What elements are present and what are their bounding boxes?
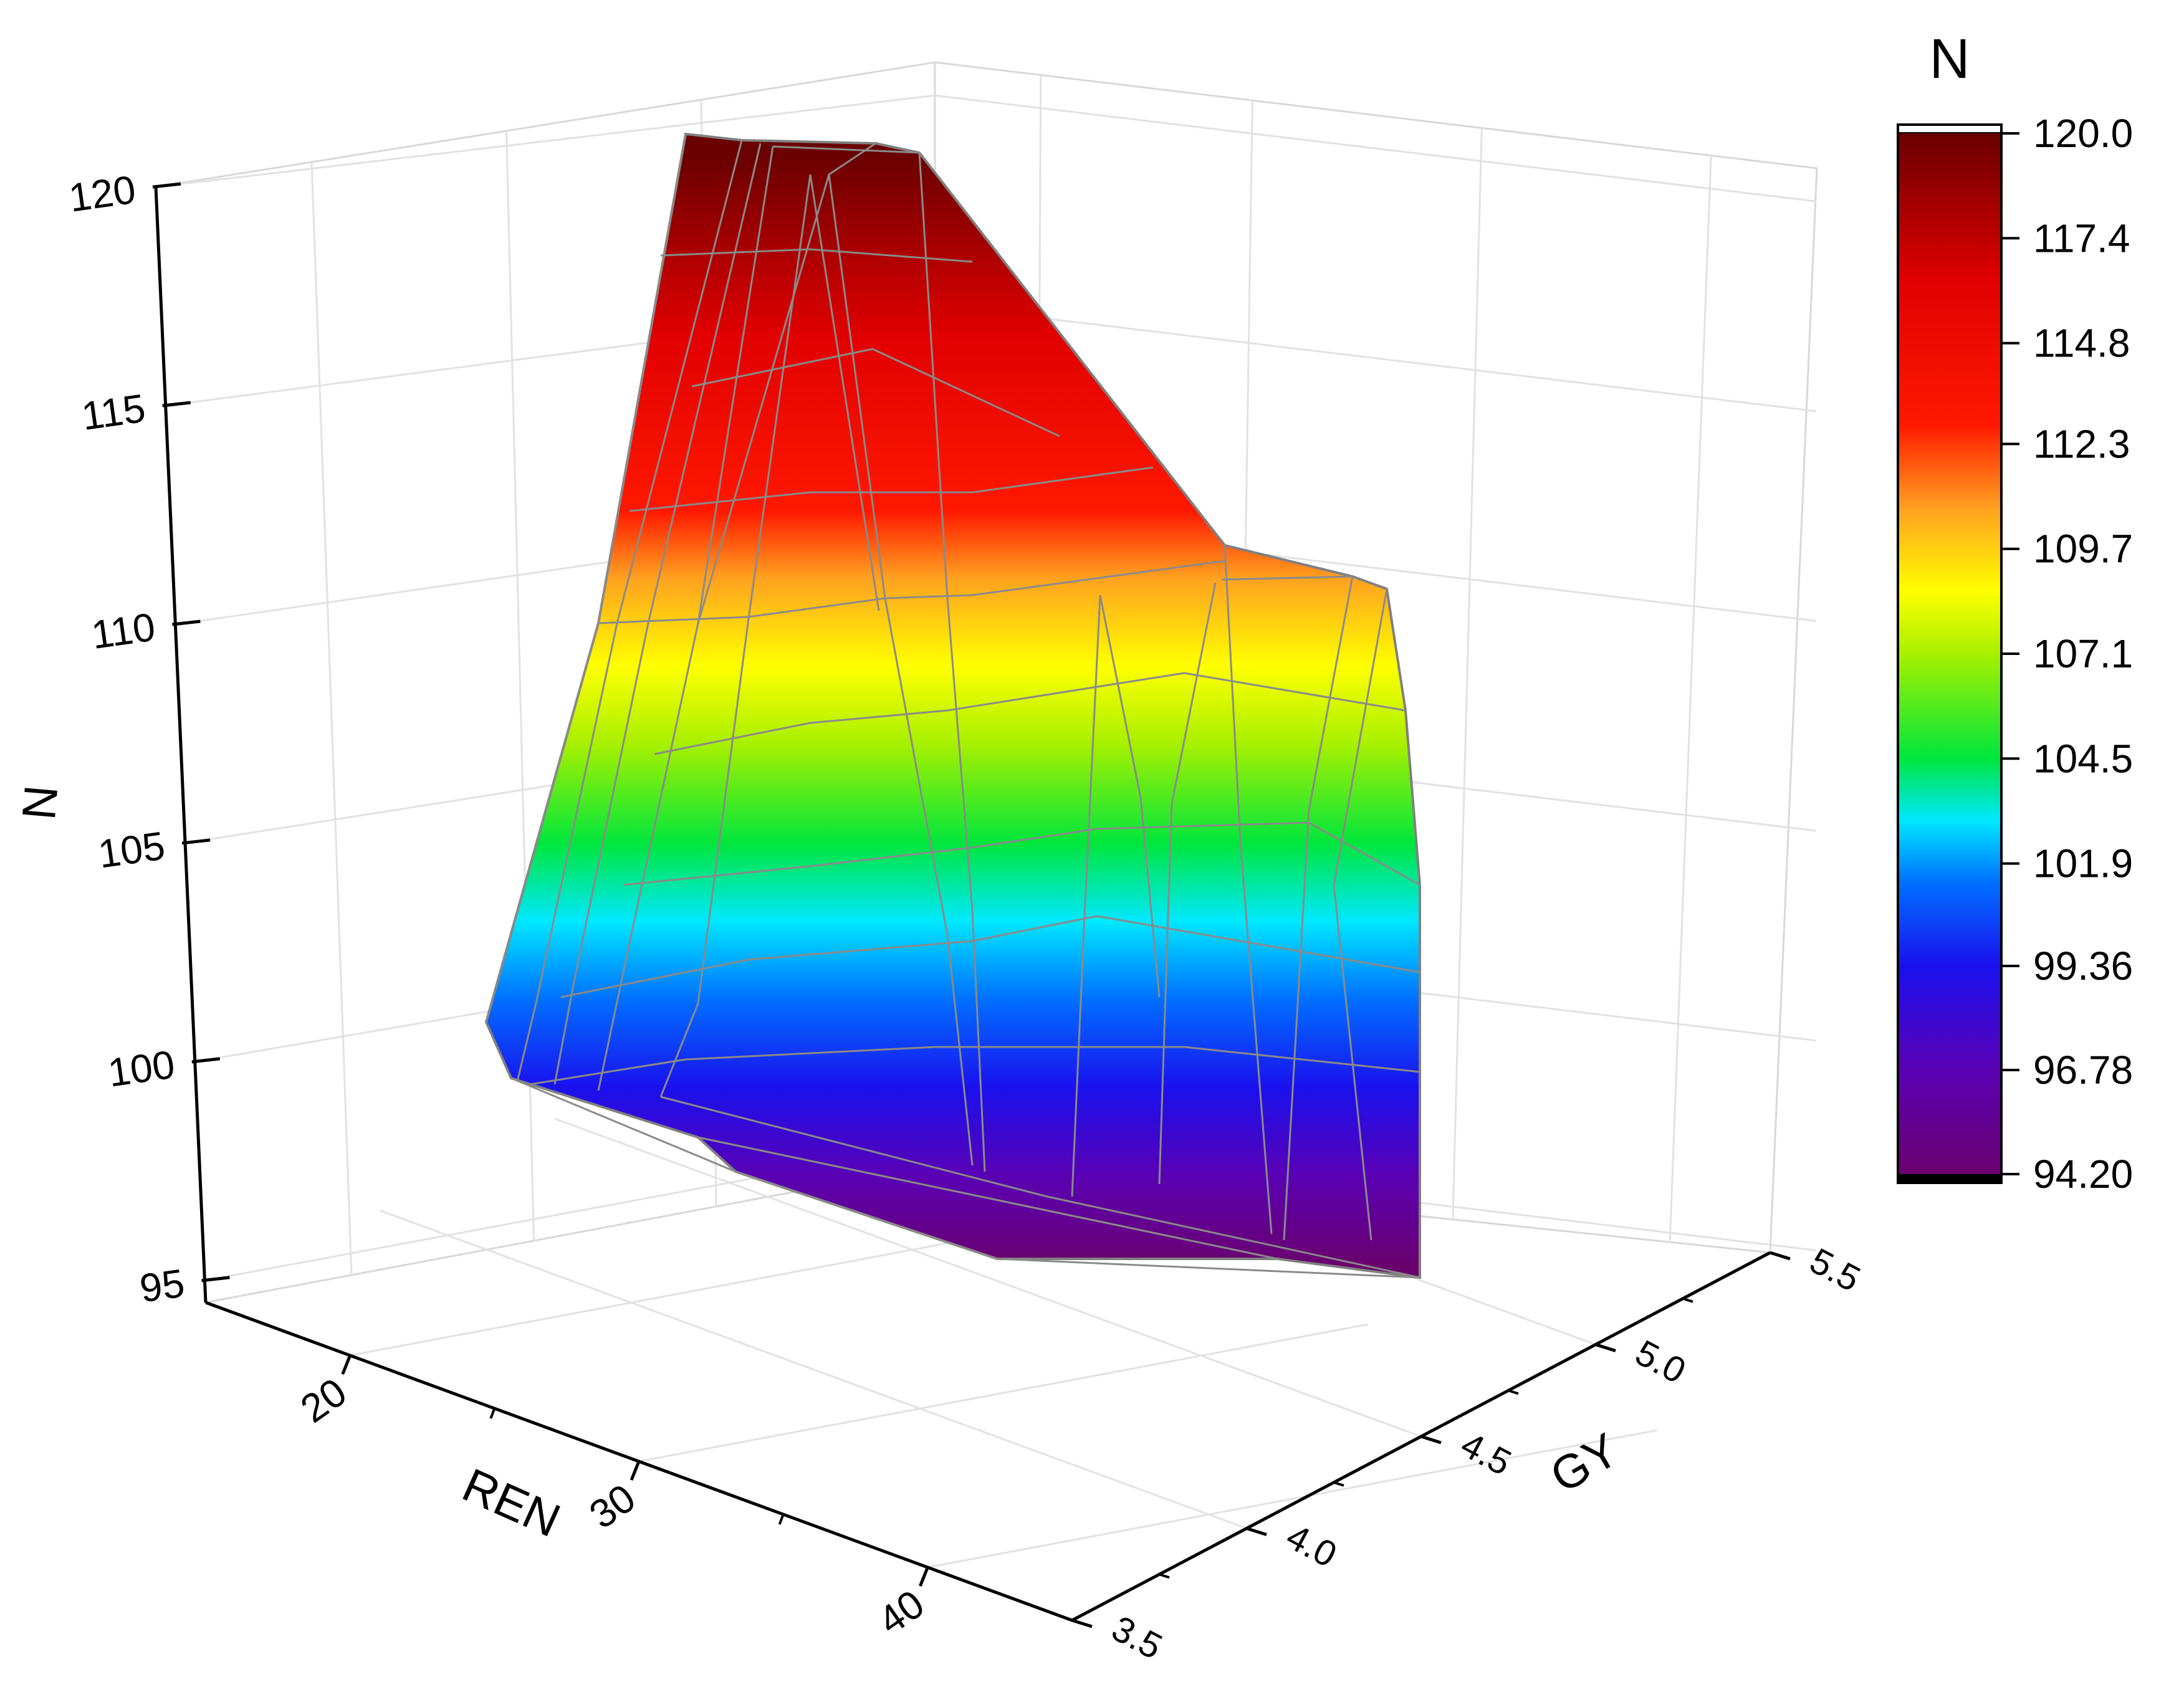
colorbar-bottom-cap xyxy=(1898,1174,2001,1183)
colorbar-tick-label: 117.4 xyxy=(2033,216,2130,260)
colorbar-tick-label: 114.8 xyxy=(2033,321,2130,366)
colorbar-tick-label: 101.9 xyxy=(2033,841,2133,886)
surface-fill xyxy=(484,132,1421,1279)
z-tick-mark xyxy=(162,401,191,408)
wall-gridline xyxy=(310,161,353,1276)
colorbar-tick-label: 120.0 xyxy=(2033,111,2133,156)
x-tick-label: 40 xyxy=(870,1581,932,1643)
z-tick-label: 95 xyxy=(137,1260,188,1311)
z-tick-label: 100 xyxy=(105,1041,178,1095)
y-tick-mark xyxy=(1420,1435,1442,1445)
y-minor-tick xyxy=(1682,1297,1693,1303)
y-tick-mark xyxy=(1246,1527,1267,1536)
colorbar-tick-label: 112.3 xyxy=(2033,421,2130,466)
z-tick-mark xyxy=(181,838,211,845)
y-tick-mark xyxy=(1595,1343,1616,1352)
z-axis-title: N xyxy=(12,783,68,822)
z-axis-ticks: 95 100 105 110 115 120 xyxy=(66,167,230,1311)
colorbar-gradient xyxy=(1898,133,2001,1174)
colorbar-tick-label: 99.36 xyxy=(2033,944,2133,988)
z-gridline xyxy=(155,94,1816,203)
x-tick-label: 30 xyxy=(582,1475,644,1537)
x-tick-mark xyxy=(630,1461,641,1481)
z-tick-mark xyxy=(201,1276,230,1283)
colorbar-tick-label: 104.5 xyxy=(2033,736,2133,781)
wall-gridline xyxy=(1452,128,1483,1220)
z-tick-mark xyxy=(191,1057,221,1064)
z-tick-label: 115 xyxy=(79,386,148,439)
x-minor-tick xyxy=(489,1408,496,1419)
y-minor-tick xyxy=(1159,1573,1170,1579)
colorbar-title: N xyxy=(1930,28,1970,90)
z-tick-mark xyxy=(152,182,181,189)
z-axis-line xyxy=(154,186,208,1303)
colorbar-top-cap xyxy=(1897,123,2003,135)
colorbar-tick-label: 94.20 xyxy=(2033,1152,2133,1197)
y-gridline xyxy=(554,1117,1422,1438)
y-gridline xyxy=(380,1210,1247,1529)
x-gridline xyxy=(638,1323,1369,1463)
colorbar: N 120.0 117.4 114.8 112.3 109.7 107.1 104.5 101… xyxy=(1897,28,2133,1197)
y-tick-label: 4.5 xyxy=(1454,1424,1518,1483)
y-minor-tick xyxy=(1333,1481,1344,1487)
x-axis-title: REN xyxy=(455,1458,568,1547)
y-tick-mark xyxy=(1071,1618,1093,1628)
x-tick-mark xyxy=(919,1567,929,1587)
x-tick-label: 20 xyxy=(292,1369,355,1431)
x-tick-mark xyxy=(341,1355,352,1375)
surface xyxy=(484,132,1421,1279)
y-tick-label: 4.0 xyxy=(1280,1516,1343,1575)
colorbar-tick-label: 109.7 xyxy=(2033,527,2133,571)
colorbar-tick-label: 96.78 xyxy=(2033,1048,2133,1092)
y-tick-label: 3.5 xyxy=(1105,1608,1169,1667)
x-minor-tick xyxy=(778,1514,785,1525)
y-axis-title: GY xyxy=(1541,1423,1627,1504)
colorbar-tick-label: 107.1 xyxy=(2033,631,2133,676)
colorbar-ticks: 120.0 117.4 114.8 112.3 109.7 107.1 104.5 101.9… xyxy=(2001,111,2133,1197)
wall-gridline xyxy=(1669,155,1712,1243)
z-tick-label: 120 xyxy=(66,167,138,221)
y-tick-mark xyxy=(1770,1251,1791,1261)
surface-mesh xyxy=(485,133,1420,1279)
z-tick-label: 105 xyxy=(95,823,168,877)
y-minor-tick xyxy=(1508,1389,1519,1395)
y-tick-label: 5.0 xyxy=(1629,1332,1692,1392)
x-gridline xyxy=(927,1429,1657,1569)
z-tick-mark xyxy=(172,619,201,626)
z-tick-label: 110 xyxy=(89,605,158,657)
